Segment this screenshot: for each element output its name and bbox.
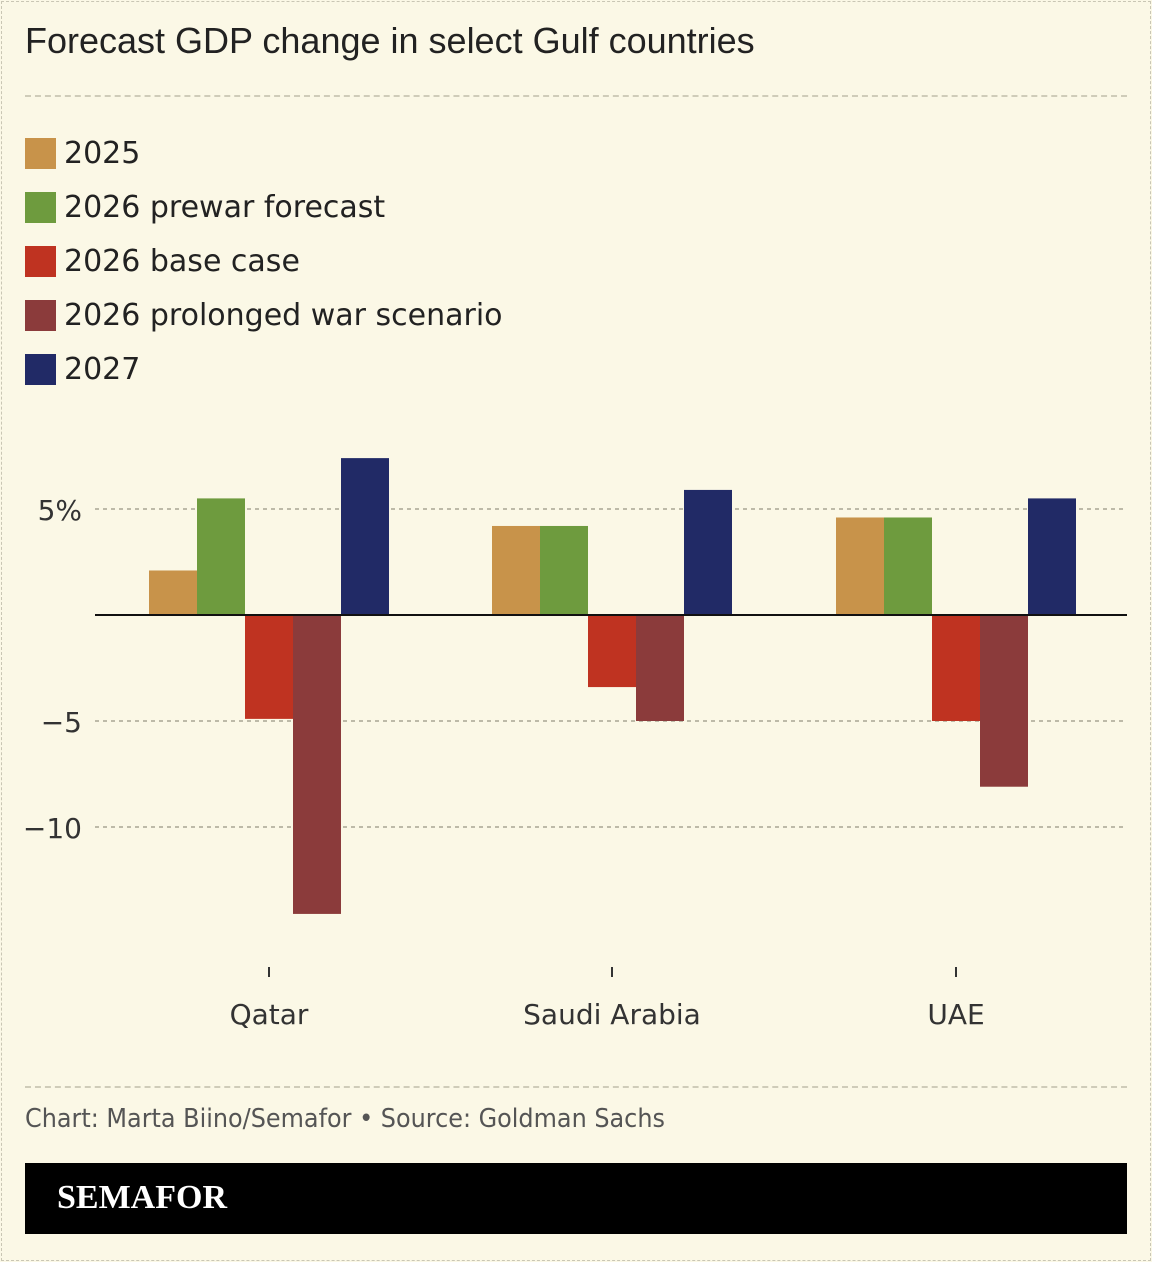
y-tick-label: −5 <box>41 706 82 739</box>
legend-label: 2026 prolonged war scenario <box>64 297 503 333</box>
legend-label: 2025 <box>64 135 141 171</box>
credit-line: Chart: Marta Biino/Semafor • Source: Gol… <box>25 1104 665 1134</box>
x-tick-label: Saudi Arabia <box>523 998 701 1031</box>
bar <box>245 615 293 719</box>
legend-item: 2025 <box>25 126 503 180</box>
bar <box>836 517 884 615</box>
bar <box>540 525 588 615</box>
legend-swatch <box>25 353 56 385</box>
bar <box>980 615 1028 787</box>
legend-item: 2026 prolonged war scenario <box>25 288 503 342</box>
y-tick-label: −10 <box>23 812 82 845</box>
bar <box>341 458 389 615</box>
legend-item: 2027 <box>25 342 503 396</box>
bar <box>684 489 732 615</box>
bar <box>293 615 341 914</box>
chart-title: Forecast GDP change in select Gulf count… <box>25 20 755 61</box>
legend-item: 2026 prewar forecast <box>25 180 503 234</box>
bar <box>492 525 540 615</box>
legend-swatch <box>25 299 56 331</box>
bar <box>932 615 980 721</box>
bar <box>197 498 245 615</box>
bar <box>636 615 684 721</box>
legend-label: 2026 prewar forecast <box>64 189 386 225</box>
legend-label: 2026 base case <box>64 243 300 279</box>
brand-bar: SEMAFOR <box>25 1163 1127 1234</box>
bar <box>149 570 197 615</box>
y-tick-label: 5% <box>38 494 82 527</box>
bar <box>884 517 932 615</box>
bar <box>588 615 636 688</box>
legend-swatch <box>25 191 56 223</box>
legend-item: 2026 base case <box>25 234 503 288</box>
x-tick-label: Qatar <box>230 998 309 1031</box>
divider <box>25 95 1127 97</box>
x-tick-label: UAE <box>927 998 984 1031</box>
legend-label: 2027 <box>64 351 141 387</box>
legend: 2025 2026 prewar forecast 2026 base case… <box>25 126 503 396</box>
brand-logo: SEMAFOR <box>57 1179 227 1216</box>
divider <box>25 1086 1127 1088</box>
legend-swatch <box>25 245 56 277</box>
legend-swatch <box>25 137 56 169</box>
bar <box>1028 498 1076 615</box>
